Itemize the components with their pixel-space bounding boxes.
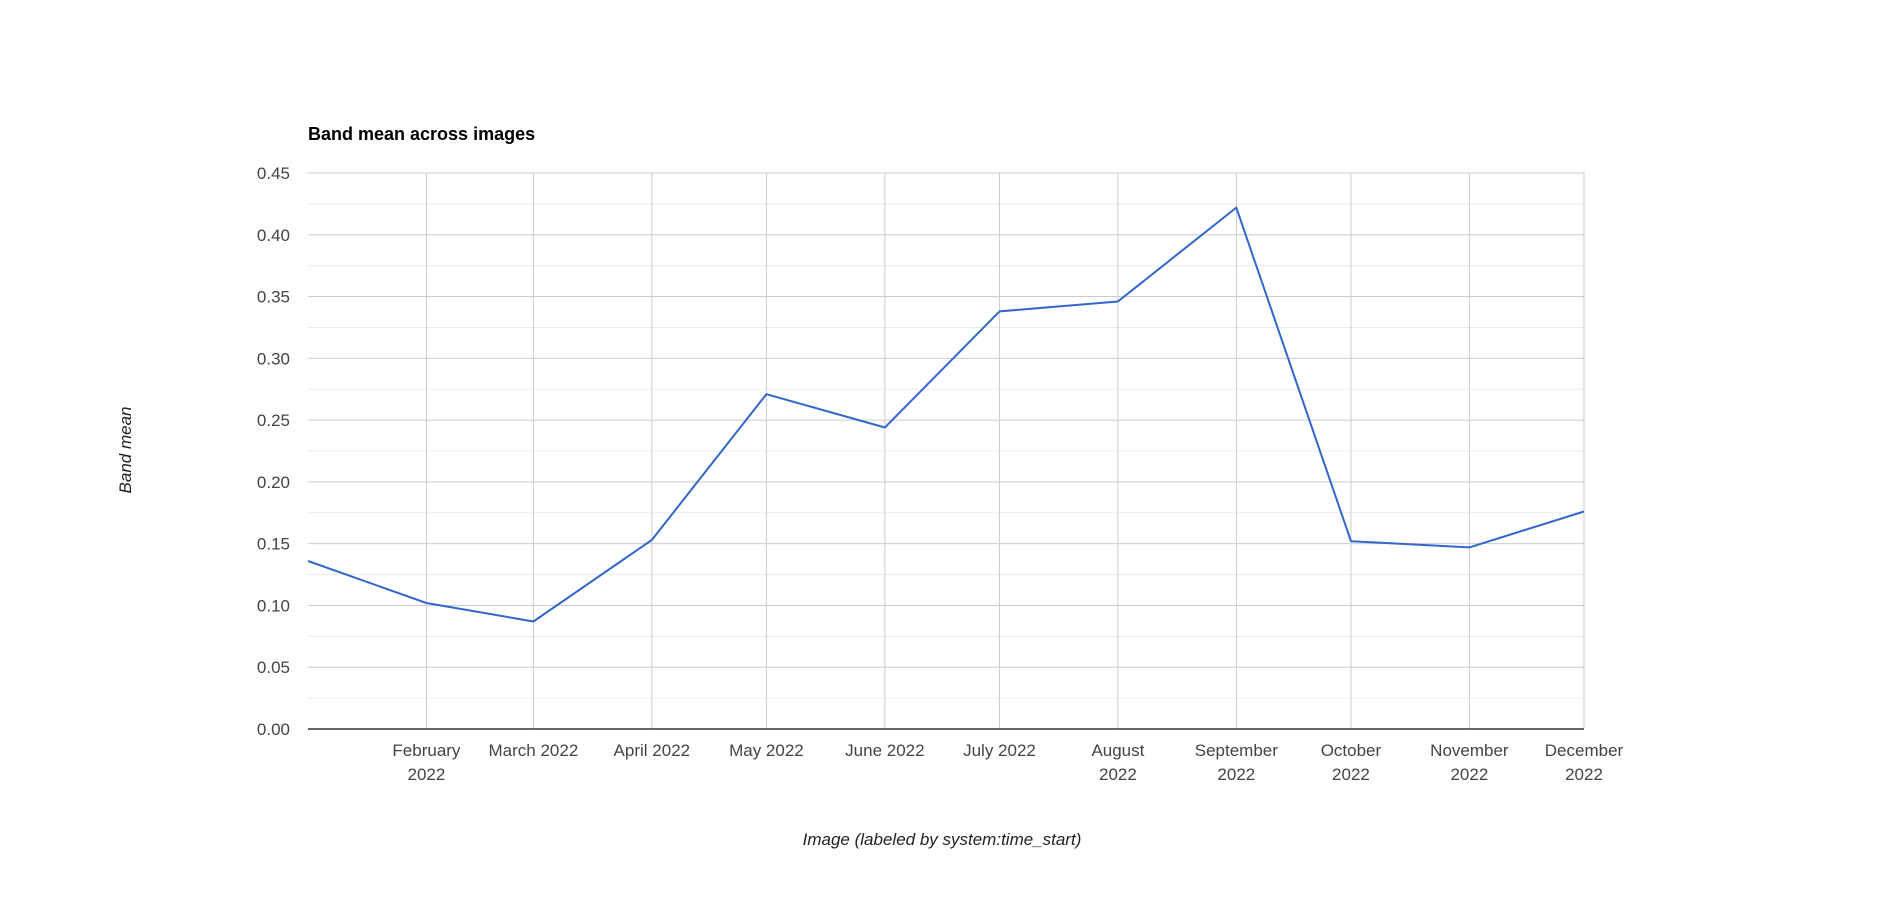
y-tick-label: 0.25 [257,411,290,430]
y-tick-label: 0.40 [257,226,290,245]
x-tick-label: June 2022 [845,741,924,760]
x-tick-label: March 2022 [489,741,579,760]
series-group [307,206,1585,623]
x-axis-tick-labels: February 2022 March 2022 April 2022 May 2022… [392,741,1623,784]
x-tick-label: December 2022 [1545,741,1624,784]
x-tick-label: February 2022 [392,741,461,784]
y-tick-label: 0.15 [257,535,290,554]
x-tick-label: November 2022 [1430,741,1509,784]
x-tick-label: July 2022 [963,741,1036,760]
x-tick-label: May 2022 [729,741,804,760]
y-axis-title: Band mean [116,407,135,494]
y-tick-label: 0.05 [257,658,290,677]
chart-title: Band mean across images [308,124,535,144]
x-tick-label: September 2022 [1195,741,1278,784]
x-tick-label: April 2022 [614,741,691,760]
y-tick-label: 0.20 [257,473,290,492]
series-line [307,206,1585,623]
x-tick-label: August 2022 [1091,741,1144,784]
y-tick-label: 0.00 [257,720,290,739]
x-axis-title: Image (labeled by system:time_start) [803,830,1082,849]
y-tick-label: 0.30 [257,349,290,368]
gridlines [308,172,1585,730]
y-axis-tick-labels: 0.00 0.05 0.10 0.15 0.20 0.25 0.30 0.35 0.40 0.45 [257,164,290,739]
y-tick-label: 0.10 [257,596,290,615]
x-tick-label: October 2022 [1321,741,1382,784]
y-tick-label: 0.45 [257,164,290,183]
y-tick-label: 0.35 [257,288,290,307]
